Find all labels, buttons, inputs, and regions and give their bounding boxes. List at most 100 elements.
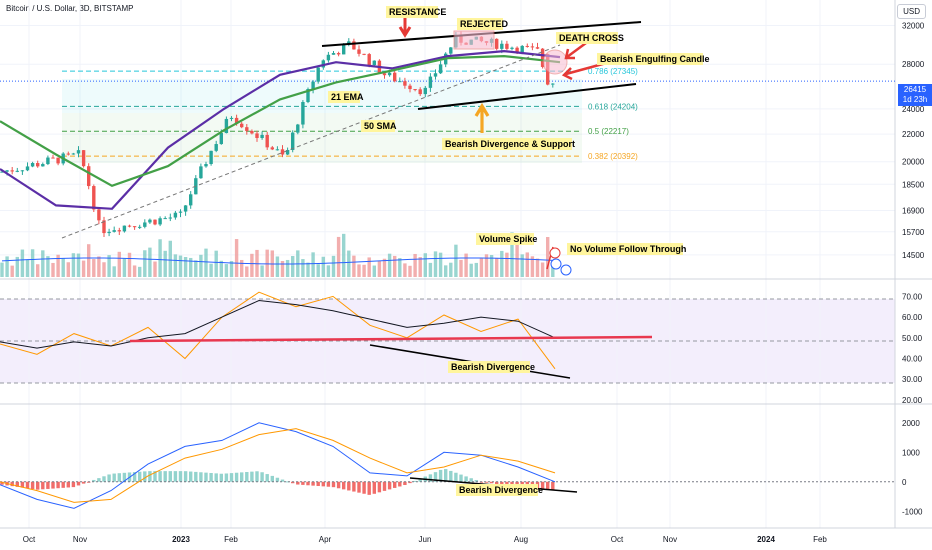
resistance-arrow	[398, 17, 412, 38]
time-tick-label: 2023	[172, 535, 190, 544]
volume-bar	[372, 265, 376, 277]
price-tick-label: 16900	[902, 206, 925, 215]
candle-body	[408, 85, 412, 90]
currency-button[interactable]: USD	[897, 4, 926, 19]
volume-bar	[382, 258, 387, 277]
volume-bar	[56, 254, 60, 277]
candle-body	[352, 41, 356, 50]
macd-histogram-bar	[454, 472, 458, 482]
macd-histogram-bar	[46, 481, 50, 489]
macd-histogram-bar	[464, 476, 468, 482]
volume-bar	[428, 262, 433, 277]
volume-bar	[240, 259, 244, 277]
macd-axis[interactable]: 2000 1000 0 -1000	[902, 419, 923, 517]
candle-body	[270, 147, 274, 150]
candle-body	[326, 54, 331, 61]
candle-body	[5, 170, 9, 172]
rsi-tick-label: 70.00	[902, 292, 923, 301]
price-tick-label: 28000	[902, 60, 925, 69]
candle-body	[357, 49, 361, 54]
macd-histogram-bar	[20, 481, 25, 488]
volume-bar	[132, 265, 137, 277]
time-tick-label: Aug	[514, 535, 528, 544]
volume-bar	[15, 256, 19, 277]
volume-bar	[459, 259, 463, 277]
macd-histogram-bar	[209, 473, 213, 482]
macd-histogram-bar	[10, 481, 14, 487]
volume-bar	[71, 253, 76, 277]
macd-histogram-bar	[382, 481, 387, 491]
candle-body	[81, 150, 86, 167]
price-axis[interactable]: 32000 28000 24000 22000 20000 18500 16900 15700…	[902, 22, 925, 260]
candle-body	[117, 230, 121, 232]
candle-body	[41, 164, 45, 167]
candle-body	[36, 163, 40, 167]
macd-histogram-bar	[280, 479, 285, 482]
volume-bar	[199, 254, 203, 277]
volume-bar	[163, 250, 167, 277]
flag-icon[interactable]	[550, 258, 562, 270]
flag-icon[interactable]	[560, 264, 572, 276]
candle-body	[76, 150, 81, 154]
fib-level-label: 0.5 (22217)	[588, 127, 629, 136]
macd-histogram-bar	[393, 481, 397, 488]
candle-body	[15, 170, 19, 172]
volume-bar	[51, 262, 55, 277]
macd-histogram-bar	[199, 472, 203, 482]
macd-histogram-bar	[56, 481, 60, 489]
candle-body	[362, 53, 366, 55]
volume-bar	[510, 232, 514, 277]
time-tick-label: Jun	[419, 535, 432, 544]
candle-body	[51, 157, 55, 159]
annotation-resistance: RESISTANCE	[389, 7, 446, 17]
volume-bar	[362, 264, 366, 277]
macd-histogram-bar	[92, 479, 96, 482]
macd-histogram-bar	[296, 481, 300, 485]
macd-histogram-bar	[132, 472, 137, 482]
volume-bar	[495, 257, 499, 277]
macd-histogram-bar	[153, 471, 157, 482]
macd-histogram-bar	[342, 481, 346, 490]
volume-bar	[127, 252, 132, 277]
rsi-axis[interactable]: 70.00 60.00 50.00 40.00 30.00 20.00	[902, 292, 923, 405]
volume-bar	[540, 262, 545, 277]
volume-bar	[153, 261, 157, 277]
candle-body	[530, 46, 535, 48]
candle-body	[163, 218, 167, 220]
price-tick-label: 18500	[902, 180, 925, 189]
time-axis[interactable]: Oct Nov 2023 Feb Apr Jun Aug Oct Nov 2024 Feb	[23, 535, 828, 544]
candle-body	[505, 43, 509, 49]
rsi-ma-line	[0, 299, 556, 349]
macd-histogram-bar	[270, 475, 274, 482]
macd-histogram-bar	[275, 477, 280, 482]
macd-histogram-bar	[444, 469, 448, 482]
macd-histogram-bar	[459, 474, 463, 482]
volume-bar	[449, 262, 453, 277]
macd-tick-label: 1000	[902, 448, 920, 457]
candle-body	[122, 225, 127, 232]
volume-bar	[525, 252, 529, 277]
candle-body	[173, 212, 178, 218]
annotation-rsi-divergence: Bearish Divergence	[451, 362, 535, 372]
volume-bar	[41, 250, 45, 277]
volume-bar	[46, 256, 50, 277]
rsi-tick-label: 60.00	[902, 313, 923, 322]
candle-body	[551, 83, 555, 85]
volume-bar	[408, 265, 412, 277]
macd-histogram-bar	[30, 481, 35, 490]
macd-histogram-bar	[367, 481, 371, 495]
event-icon[interactable]	[549, 247, 561, 259]
candle-body	[260, 134, 264, 139]
rsi-tick-label: 40.00	[902, 354, 923, 363]
volume-bar	[367, 257, 371, 277]
volume-bar	[342, 233, 346, 277]
macd-histogram-bar	[173, 471, 178, 482]
volume-bar	[0, 262, 4, 277]
macd-histogram-bar	[546, 481, 550, 490]
volume-bar	[413, 253, 417, 277]
macd-histogram-bar	[229, 473, 234, 482]
candle-body	[25, 166, 30, 171]
candle-body	[296, 124, 300, 133]
volume-bar	[357, 264, 361, 277]
